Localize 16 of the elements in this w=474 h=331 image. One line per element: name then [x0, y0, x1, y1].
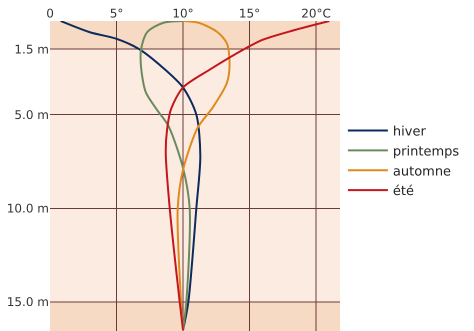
legend-label: printemps	[392, 144, 460, 160]
x-tick-label: 5°	[110, 6, 124, 21]
y-tick-label: 1.5 m	[14, 42, 49, 56]
line-series	[140, 21, 191, 331]
y-tick-label: 5.0 m	[14, 108, 49, 122]
x-tick-label: 15°	[238, 6, 260, 21]
y-tick-label: 15.0 m	[6, 295, 49, 310]
y-tick-label: 10.0 m	[6, 202, 49, 216]
legend-label: automne	[392, 164, 452, 180]
line-series	[60, 21, 202, 331]
legend-label: été	[392, 184, 414, 200]
x-tick-label: 0	[46, 6, 54, 21]
legend-label: hiver	[392, 124, 426, 140]
x-tick-label: 20°C	[301, 6, 331, 21]
x-tick-label: 10°	[172, 6, 194, 21]
line-series	[164, 21, 330, 331]
